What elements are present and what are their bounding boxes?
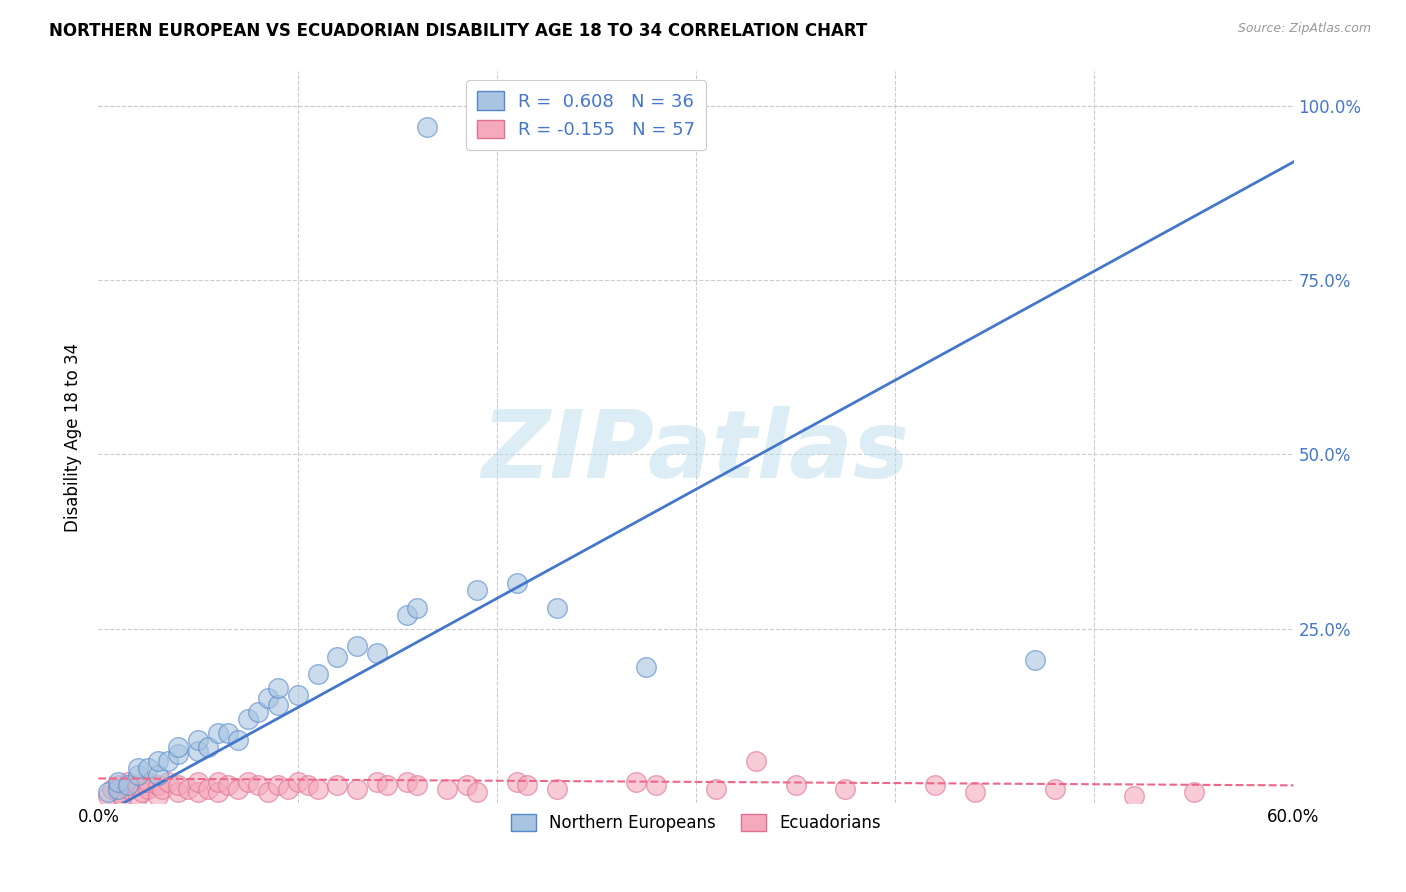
Point <box>157 775 180 789</box>
Point <box>111 789 134 803</box>
Point <box>326 649 349 664</box>
Point <box>127 789 149 803</box>
Point <box>1043 781 1066 796</box>
Point <box>148 754 170 768</box>
Point <box>197 740 219 755</box>
Point <box>277 781 299 796</box>
Text: Source: ZipAtlas.com: Source: ZipAtlas.com <box>1237 22 1371 36</box>
Point <box>177 781 200 796</box>
Point <box>207 726 229 740</box>
Point <box>187 743 209 757</box>
Point <box>465 583 488 598</box>
Point <box>97 785 120 799</box>
Point <box>167 778 190 792</box>
Point <box>148 778 170 792</box>
Point <box>346 639 368 653</box>
Point <box>107 775 129 789</box>
Point <box>107 785 129 799</box>
Point <box>150 781 173 796</box>
Point <box>745 754 768 768</box>
Point <box>167 747 190 761</box>
Point <box>136 781 159 796</box>
Point <box>197 781 219 796</box>
Point <box>267 698 290 713</box>
Point <box>131 785 153 799</box>
Point <box>1123 789 1146 803</box>
Point <box>506 775 529 789</box>
Point <box>326 778 349 792</box>
Point <box>256 785 278 799</box>
Point <box>506 576 529 591</box>
Point <box>287 775 309 789</box>
Point <box>117 775 139 789</box>
Point <box>148 768 170 782</box>
Point <box>375 778 398 792</box>
Point <box>366 775 388 789</box>
Point <box>207 785 229 799</box>
Point <box>136 775 159 789</box>
Legend: Northern Europeans, Ecuadorians: Northern Europeans, Ecuadorians <box>505 807 887 838</box>
Point <box>267 681 290 695</box>
Point <box>546 600 568 615</box>
Point <box>396 775 419 789</box>
Point <box>416 120 439 134</box>
Point <box>97 789 120 803</box>
Point <box>167 740 190 755</box>
Point <box>406 600 429 615</box>
Point <box>516 778 538 792</box>
Point <box>307 667 329 681</box>
Point <box>107 778 129 792</box>
Text: ZIPatlas: ZIPatlas <box>482 406 910 498</box>
Point <box>117 778 139 792</box>
Point <box>167 785 190 799</box>
Point <box>127 778 149 792</box>
Point <box>267 778 290 792</box>
Point <box>1182 785 1205 799</box>
Point <box>246 778 269 792</box>
Point <box>626 775 648 789</box>
Y-axis label: Disability Age 18 to 34: Disability Age 18 to 34 <box>65 343 83 532</box>
Point <box>704 781 727 796</box>
Point <box>148 789 170 803</box>
Point <box>136 761 159 775</box>
Point <box>546 781 568 796</box>
Point <box>107 781 129 796</box>
Point <box>366 646 388 660</box>
Point <box>924 778 946 792</box>
Point <box>436 781 458 796</box>
Point <box>256 691 278 706</box>
Point <box>226 733 249 747</box>
Point <box>217 778 239 792</box>
Point <box>117 781 139 796</box>
Point <box>963 785 986 799</box>
Point <box>157 754 180 768</box>
Point <box>346 781 368 796</box>
Point <box>307 781 329 796</box>
Point <box>217 726 239 740</box>
Point <box>406 778 429 792</box>
Point <box>236 775 259 789</box>
Point <box>226 781 249 796</box>
Point <box>127 761 149 775</box>
Point <box>636 660 658 674</box>
Point <box>236 712 259 726</box>
Point <box>297 778 319 792</box>
Point <box>834 781 856 796</box>
Point <box>1024 653 1046 667</box>
Point <box>187 775 209 789</box>
Point <box>207 775 229 789</box>
Text: NORTHERN EUROPEAN VS ECUADORIAN DISABILITY AGE 18 TO 34 CORRELATION CHART: NORTHERN EUROPEAN VS ECUADORIAN DISABILI… <box>49 22 868 40</box>
Point <box>187 785 209 799</box>
Point <box>187 733 209 747</box>
Point <box>246 705 269 719</box>
Point <box>101 781 124 796</box>
Point <box>456 778 478 792</box>
Point <box>287 688 309 702</box>
Point <box>645 778 668 792</box>
Point <box>785 778 807 792</box>
Point <box>127 768 149 782</box>
Point <box>396 607 419 622</box>
Point <box>465 785 488 799</box>
